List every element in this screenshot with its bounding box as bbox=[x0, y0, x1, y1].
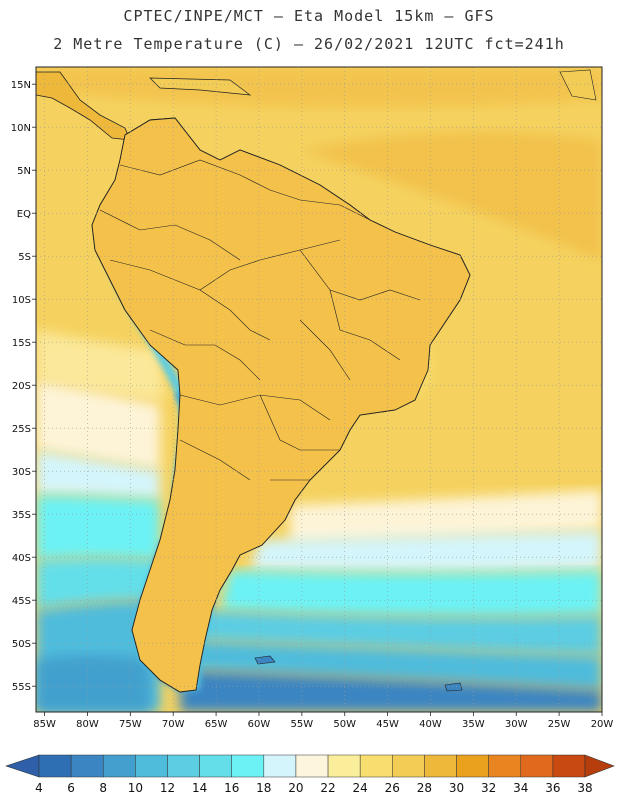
colorbar-label: 4 bbox=[35, 781, 43, 795]
colorbar-segment bbox=[102, 754, 136, 778]
lat-label: 45S bbox=[12, 596, 31, 607]
lat-label: 25S bbox=[12, 424, 31, 435]
colorbar-over-arrow bbox=[584, 754, 615, 778]
lat-label: 40S bbox=[12, 553, 31, 564]
longitude-labels: 85W 80W 75W 70W 65W 60W 55W 50W 45W 40W 35W 30W 25W 2… bbox=[33, 712, 613, 730]
colorbar-label: 28 bbox=[417, 781, 432, 795]
lon-label: 65W bbox=[205, 719, 228, 730]
lon-label: 45W bbox=[376, 719, 399, 730]
colorbar-label: 20 bbox=[288, 781, 303, 795]
central-america bbox=[36, 71, 131, 141]
colorbar-label: 24 bbox=[353, 781, 368, 795]
colorbar-label: 22 bbox=[320, 781, 335, 795]
latitude-labels: 15N 10N 5N EQ 5S 10S 15S 20S 25S 30S 35S 40S 45S 50S 5… bbox=[11, 80, 36, 693]
colorbar-segment bbox=[295, 754, 329, 778]
lon-label: 35W bbox=[462, 719, 485, 730]
colorbar-label: 34 bbox=[513, 781, 528, 795]
map-field bbox=[36, 67, 602, 712]
lat-label: 55S bbox=[12, 682, 31, 693]
colorbar-segment bbox=[327, 754, 361, 778]
colorbar-segment bbox=[456, 754, 489, 778]
colorbar-segment bbox=[520, 754, 554, 778]
lon-label: 55W bbox=[291, 719, 314, 730]
colorbar-label: 6 bbox=[67, 781, 75, 795]
lon-label: 60W bbox=[248, 719, 271, 730]
lat-label: 5N bbox=[17, 166, 31, 177]
colorbar-segment bbox=[38, 754, 72, 778]
colorbar-segment bbox=[488, 754, 522, 778]
colorbar-segment bbox=[392, 754, 425, 778]
colorbar-segment bbox=[231, 754, 265, 778]
colorbar-segment bbox=[552, 754, 586, 778]
country-borders bbox=[99, 159, 421, 481]
colorbar-segment bbox=[263, 754, 297, 778]
colorbar-label: 30 bbox=[449, 781, 464, 795]
lat-label: 5S bbox=[18, 252, 31, 263]
colorbar-label: 26 bbox=[385, 781, 400, 795]
lon-label: 50W bbox=[333, 719, 356, 730]
temperature-map: 15N 10N 5N EQ 5S 10S 15S 20S 25S 30S 35S 40S 45S 50S 5… bbox=[5, 66, 615, 795]
colorbar-label: 32 bbox=[481, 781, 496, 795]
lat-label: 20S bbox=[12, 381, 31, 392]
lon-label: 75W bbox=[119, 719, 142, 730]
colorbar-segment bbox=[359, 754, 393, 778]
lat-label: 15S bbox=[12, 338, 31, 349]
colorbar-label: 12 bbox=[160, 781, 175, 795]
lon-label: 20W bbox=[591, 719, 614, 730]
colorbar-label: 16 bbox=[224, 781, 239, 795]
colorbar-label: 36 bbox=[545, 781, 560, 795]
lat-label: 10S bbox=[12, 295, 31, 306]
lon-label: 25W bbox=[548, 719, 571, 730]
map-title: CPTEC/INPE/MCT – Eta Model 15km – GFS bbox=[123, 7, 495, 25]
colorbar-label: 18 bbox=[256, 781, 271, 795]
lon-label: 40W bbox=[419, 719, 442, 730]
colorbar-label: 8 bbox=[99, 781, 107, 795]
lon-label: 85W bbox=[33, 719, 56, 730]
colorbar-label: 10 bbox=[128, 781, 143, 795]
colorbar-segment bbox=[424, 754, 457, 778]
colorbar-under-arrow bbox=[5, 754, 40, 778]
colorbar-segment bbox=[167, 754, 200, 778]
colorbar: 4 6 8 10 12 14 16 18 20 22 24 26 28 30 32 34 36 38 bbox=[5, 754, 615, 795]
lat-label: 15N bbox=[11, 80, 31, 91]
lon-label: 30W bbox=[505, 719, 528, 730]
map-frame bbox=[35, 66, 603, 713]
lon-label: 80W bbox=[76, 719, 99, 730]
colorbar-segment bbox=[199, 754, 232, 778]
lat-label: 10N bbox=[11, 123, 31, 134]
colorbar-segment bbox=[70, 754, 104, 778]
lat-label: 50S bbox=[12, 639, 31, 650]
colorbar-label: 38 bbox=[577, 781, 592, 795]
lat-label: EQ bbox=[17, 209, 31, 220]
cool-ocean-band bbox=[36, 330, 165, 400]
colorbar-segment bbox=[135, 754, 168, 778]
map-subtitle: 2 Metre Temperature (C) – 26/02/2021 12U… bbox=[53, 35, 565, 53]
lat-label: 35S bbox=[12, 510, 31, 521]
colorbar-label: 14 bbox=[192, 781, 207, 795]
lat-label: 30S bbox=[12, 467, 31, 478]
lon-label: 70W bbox=[162, 719, 185, 730]
